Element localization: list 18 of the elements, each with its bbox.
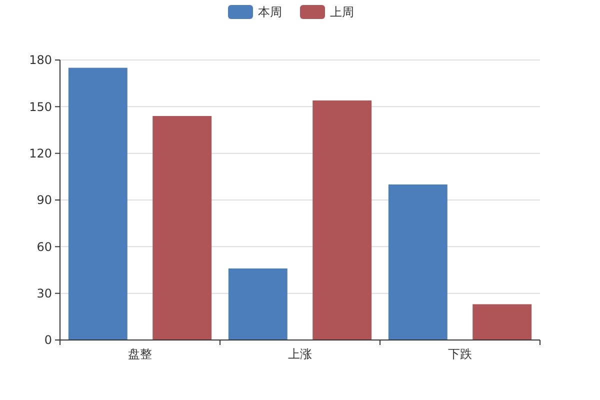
x-tick-label: 上涨 — [288, 347, 312, 361]
bar — [472, 304, 532, 340]
x-tick-label: 下跌 — [448, 347, 472, 361]
y-tick-label: 0 — [44, 333, 52, 348]
y-tick-label: 60 — [36, 240, 52, 254]
y-tick-label: 30 — [36, 286, 52, 301]
x-tick-label: 盘整 — [128, 347, 152, 361]
legend-label: 上周 — [330, 5, 354, 20]
y-tick-label: 90 — [36, 193, 52, 208]
bar — [228, 268, 288, 340]
bar — [388, 184, 448, 340]
y-tick-label: 120 — [29, 146, 52, 161]
bar — [312, 100, 372, 340]
y-tick-label: 180 — [29, 53, 52, 68]
bar — [152, 116, 212, 340]
legend-label: 本周 — [258, 5, 282, 20]
y-tick-label: 150 — [29, 100, 52, 114]
bar — [68, 68, 128, 340]
